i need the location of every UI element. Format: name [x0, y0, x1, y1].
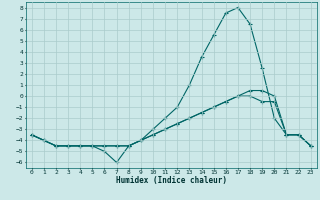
X-axis label: Humidex (Indice chaleur): Humidex (Indice chaleur) [116, 176, 227, 185]
